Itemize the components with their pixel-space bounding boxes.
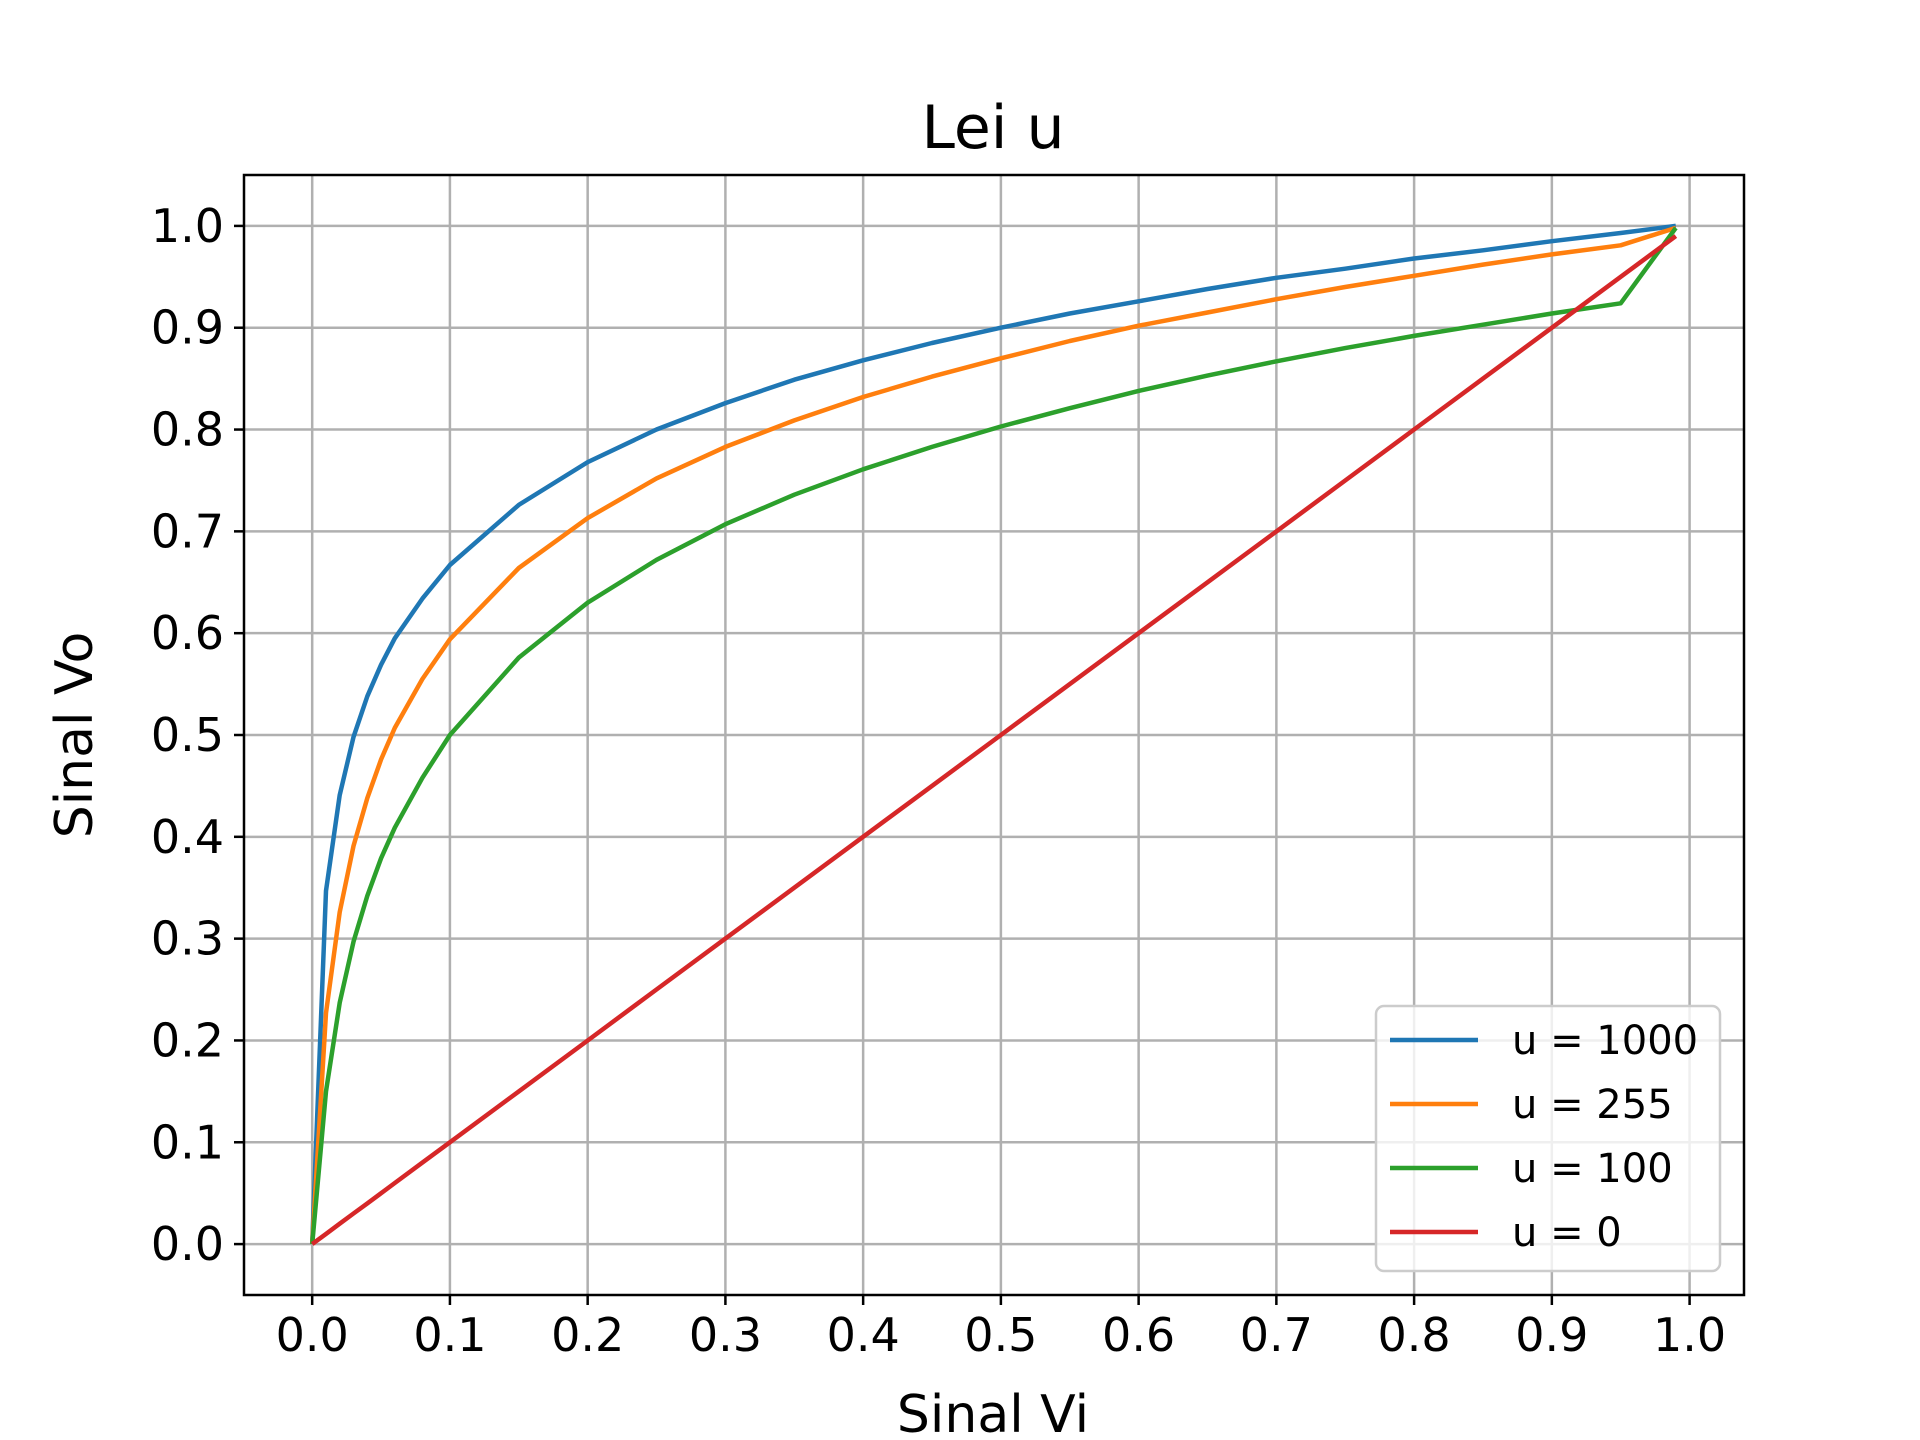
y-tick-label: 0.3 xyxy=(151,912,224,966)
x-tick-label: 0.2 xyxy=(551,1308,624,1362)
x-tick-label: 0.8 xyxy=(1378,1308,1451,1362)
x-tick-label: 0.0 xyxy=(276,1308,349,1362)
legend-box xyxy=(1374,1004,1722,1273)
x-tick-label: 0.6 xyxy=(1102,1308,1175,1362)
x-axis-label: Sinal Vi xyxy=(897,1385,1089,1440)
series-line-u-255 xyxy=(309,225,1677,1245)
x-tick-label: 0.1 xyxy=(413,1308,486,1362)
series-lines xyxy=(309,223,1678,1246)
y-tick-label: 0.4 xyxy=(151,810,224,864)
legend: u = 1000 u = 255 u = 100 u = 0 xyxy=(1374,1004,1722,1273)
x-tick-label: 0.7 xyxy=(1240,1308,1313,1362)
y-axis-label: Sinal Vo xyxy=(45,632,105,839)
legend-label: u = 100 xyxy=(1512,1146,1673,1192)
y-tick-label: 0.8 xyxy=(151,403,224,457)
x-tick-label: 0.3 xyxy=(689,1308,762,1362)
y-tick-label: 0.7 xyxy=(151,504,224,558)
chart-title: Lei u xyxy=(921,93,1064,163)
legend-label: u = 0 xyxy=(1512,1210,1622,1256)
y-tick-label: 0.2 xyxy=(151,1013,224,1067)
y-axis-ticks: 0.0 0.1 0.2 0.3 0.4 0.5 0.6 0.7 0.8 0.9 1.0 xyxy=(151,199,244,1271)
legend-label: u = 1000 xyxy=(1512,1018,1698,1064)
y-tick-label: 1.0 xyxy=(151,199,224,253)
series-line-u-100 xyxy=(309,226,1678,1245)
x-axis-ticks: 0.0 0.1 0.2 0.3 0.4 0.5 0.6 0.7 0.8 0.9 1.0 xyxy=(276,1295,1726,1362)
y-tick-label: 0.0 xyxy=(151,1217,224,1271)
series-line-u-0 xyxy=(310,234,1678,1246)
y-tick-label: 0.6 xyxy=(151,606,224,660)
x-tick-label: 0.9 xyxy=(1515,1308,1588,1362)
x-tick-label: 0.5 xyxy=(964,1308,1037,1362)
y-tick-label: 0.5 xyxy=(151,708,224,762)
series-line-u-1000 xyxy=(309,223,1677,1245)
legend-label: u = 255 xyxy=(1512,1082,1673,1128)
y-tick-label: 0.1 xyxy=(151,1115,224,1169)
x-tick-label: 0.4 xyxy=(827,1308,900,1362)
x-tick-label: 1.0 xyxy=(1653,1308,1726,1362)
y-tick-label: 0.9 xyxy=(151,301,224,355)
